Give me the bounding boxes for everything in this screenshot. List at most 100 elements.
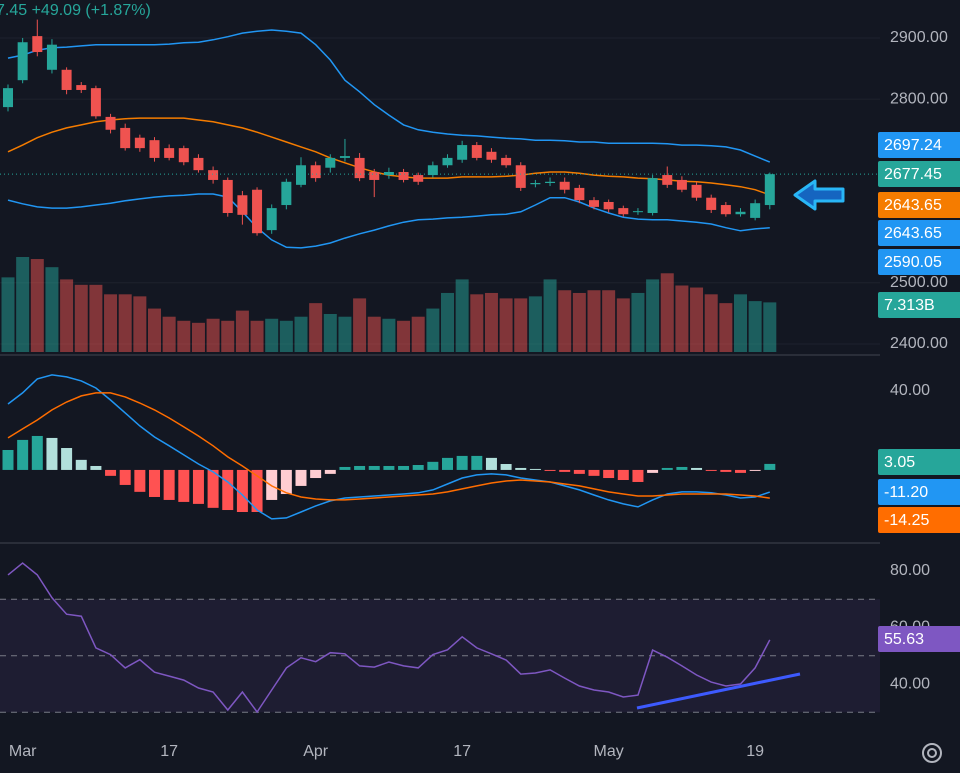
histogram-bar	[105, 469, 117, 476]
candle-body	[471, 145, 482, 158]
histogram-bar	[295, 469, 307, 486]
trend-line	[636, 672, 801, 710]
histogram-bar	[691, 467, 703, 470]
histogram-bar	[720, 469, 732, 472]
candle-body	[354, 157, 365, 179]
ma-label-box	[878, 192, 960, 218]
upper-band-label: 2697.24	[884, 137, 942, 154]
candle-body	[105, 116, 116, 130]
volume-bar	[367, 316, 381, 352]
x-tick-label: May	[594, 743, 624, 760]
candle-body	[90, 88, 101, 117]
histogram-bar	[485, 457, 497, 470]
candle-body	[296, 165, 306, 185]
candle-body	[735, 211, 746, 215]
signal-label-box	[878, 507, 960, 533]
x-tick-label: 17	[453, 743, 471, 760]
volume-bar	[250, 320, 264, 352]
gear-inner[interactable]	[927, 748, 937, 758]
candle-body	[398, 171, 409, 180]
candle-body	[618, 208, 629, 215]
histogram-bar	[427, 461, 439, 470]
histogram-bar	[735, 469, 746, 473]
candle-body	[750, 203, 761, 218]
volume-bar	[748, 301, 762, 352]
candle-body	[457, 145, 468, 160]
volume-bar	[353, 298, 367, 352]
settings-icon[interactable]	[922, 743, 942, 763]
volume-bar	[558, 290, 572, 352]
volume-bar	[104, 294, 118, 352]
histogram-bar	[17, 439, 29, 470]
histogram-label: 3.05	[884, 454, 915, 471]
histogram-bar	[383, 465, 395, 470]
volume-bar	[572, 292, 586, 352]
volume-bar	[148, 308, 161, 352]
grid	[0, 37, 880, 713]
histogram-bar	[324, 469, 336, 474]
indicator-line	[7, 193, 770, 249]
candle-body	[339, 156, 350, 158]
histogram-bar	[603, 469, 615, 479]
volume-bar	[118, 294, 132, 352]
candle-body	[676, 179, 687, 190]
candle-body	[647, 178, 658, 213]
candle-body	[76, 85, 87, 90]
histogram-bar	[515, 467, 527, 470]
volume-bar	[587, 290, 601, 352]
volume-bar	[382, 318, 396, 352]
histogram-bar	[339, 466, 351, 470]
y-tick-label: 2400.00	[890, 335, 948, 352]
volume-bar	[426, 308, 440, 352]
volume-bar	[397, 320, 411, 352]
histogram-bar	[310, 469, 322, 479]
candle-body	[281, 181, 292, 206]
volume-bar	[177, 320, 191, 352]
histogram-bar	[46, 437, 58, 470]
y-tick-label: 2500.00	[890, 274, 948, 291]
volume-bar	[1, 277, 15, 352]
candle-body	[603, 201, 614, 210]
histogram-bar	[588, 469, 600, 476]
header-quote: 7.45 +49.09 (+1.87%)	[0, 2, 151, 19]
volume-label: 7.313B	[884, 297, 935, 314]
histogram-bar	[119, 469, 131, 485]
y-tick-label: 2900.00	[890, 29, 948, 46]
candle-body	[691, 184, 702, 198]
histogram-bar	[2, 449, 14, 470]
volume-bar	[499, 298, 513, 352]
volume-bar	[631, 292, 645, 352]
volume-bar	[191, 322, 205, 352]
arrow-annotation	[793, 179, 845, 211]
histogram-bar	[31, 435, 43, 470]
candle-body	[486, 151, 497, 160]
volume-bar	[206, 318, 220, 352]
candle-body	[120, 127, 131, 149]
gear-outer[interactable]	[922, 743, 942, 763]
histogram-bar	[90, 465, 102, 470]
volume-bar	[719, 303, 733, 352]
volume-bar	[74, 284, 88, 352]
volume-bar	[411, 316, 425, 352]
x-tick-label: 17	[160, 743, 178, 760]
volume-bar	[45, 267, 59, 352]
signal-label: -14.25	[884, 512, 929, 529]
volume-bar	[484, 292, 498, 352]
volume-bar	[60, 279, 74, 352]
volume-bar	[30, 259, 44, 352]
candle-body	[530, 183, 541, 185]
candle-body	[17, 42, 28, 81]
histogram-bar	[134, 469, 146, 492]
histogram-bar	[280, 469, 292, 495]
ma-label: 2643.65	[884, 197, 942, 214]
histogram-bar	[442, 457, 453, 470]
volume-bar	[763, 302, 777, 352]
x-tick-label: Apr	[303, 743, 329, 760]
candle-body	[3, 88, 13, 108]
candle-body	[46, 44, 57, 70]
candle-body	[574, 187, 585, 201]
volume-label-box	[878, 292, 960, 318]
histogram-bar	[354, 465, 366, 470]
histogram-bar	[573, 469, 585, 474]
